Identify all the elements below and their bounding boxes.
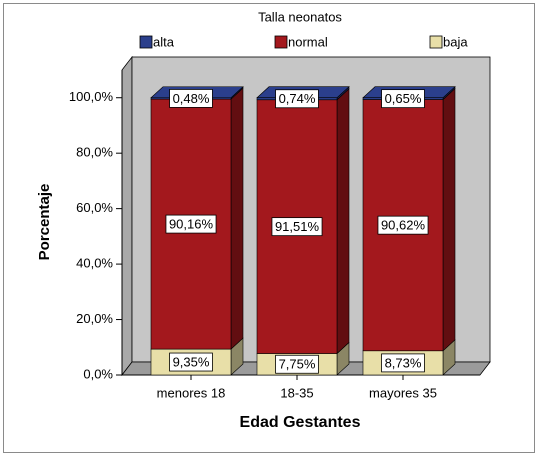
y-tick-label: 100,0% [69,89,114,104]
value-label: 8,73% [385,355,422,370]
left-wall [121,55,133,377]
y-tick-label: 40,0% [76,256,113,271]
value-label-box [169,89,213,108]
y-tick-label: 60,0% [76,200,113,215]
legend-swatch [274,35,288,49]
value-label: 7,75% [279,357,316,372]
value-label: 9,35% [173,354,210,369]
value-label: 0,65% [385,91,422,106]
x-tick-label: mayores 35 [369,385,437,400]
value-label-box [275,354,319,374]
x-axis-title: Edad Gestantes [240,414,361,431]
legend-swatch [139,35,153,49]
legend-swatch [429,35,443,49]
value-label: 0,74% [279,91,316,106]
x-tick-label: menores 18 [157,385,226,400]
value-label: 0,48% [173,91,210,106]
value-label: 90,16% [169,217,214,232]
bar-side [442,87,456,352]
value-label: 91,51% [275,219,320,234]
value-label-box [275,89,319,109]
value-label-box [381,353,425,373]
legend-label: normal [288,34,328,49]
value-label-box [271,217,323,237]
x-tick-label: 18-35 [280,385,313,400]
value-label-box [165,214,217,234]
legend-title: Talla neonatos [258,9,342,24]
y-axis-title: Porcentaje [36,184,53,261]
value-label: 90,62% [381,218,426,233]
legend-label: alta [153,34,175,49]
y-tick-label: 0,0% [83,366,113,381]
value-label-box [381,89,425,109]
y-tick-label: 20,0% [76,311,113,326]
bar-side [336,88,350,355]
value-label-box [169,352,213,372]
y-tick-label: 80,0% [76,145,113,160]
bar-side [230,87,244,350]
value-label-box [377,215,429,235]
legend-label: baja [443,34,468,49]
